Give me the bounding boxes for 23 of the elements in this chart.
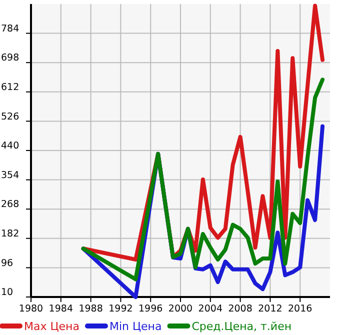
y-tick-label: 526 <box>1 111 20 122</box>
y-tick-label: 440 <box>1 140 20 152</box>
legend-label: Max Цена <box>24 320 80 333</box>
x-tick-label: 2000 <box>168 304 193 315</box>
x-tick-label: 1992 <box>108 304 133 315</box>
y-tick-label: 268 <box>1 199 20 210</box>
y-tick-label: 354 <box>1 170 20 181</box>
y-tick-label: 612 <box>1 82 20 93</box>
x-tick-label: 1988 <box>78 304 103 315</box>
x-tick-label: 1980 <box>18 304 44 315</box>
x-tick-label: 1996 <box>138 304 163 315</box>
legend-label: Сред.Цена, т.йен <box>192 320 292 333</box>
x-tick-label: 1984 <box>48 304 73 315</box>
x-tick-label: 2016 <box>288 304 312 315</box>
x-tick-label: 2004 <box>198 304 222 315</box>
y-tick-label: 182 <box>1 228 20 240</box>
y-tick-label: 698 <box>1 52 20 64</box>
y-tick-label: 96 <box>1 258 14 269</box>
y-tick-label: 10 <box>1 287 14 298</box>
y-tick-label: 784 <box>1 23 20 34</box>
x-tick-label: 2008 <box>228 304 252 315</box>
x-tick-label: 2012 <box>258 304 282 315</box>
legend-label: Min Цена <box>109 320 162 333</box>
